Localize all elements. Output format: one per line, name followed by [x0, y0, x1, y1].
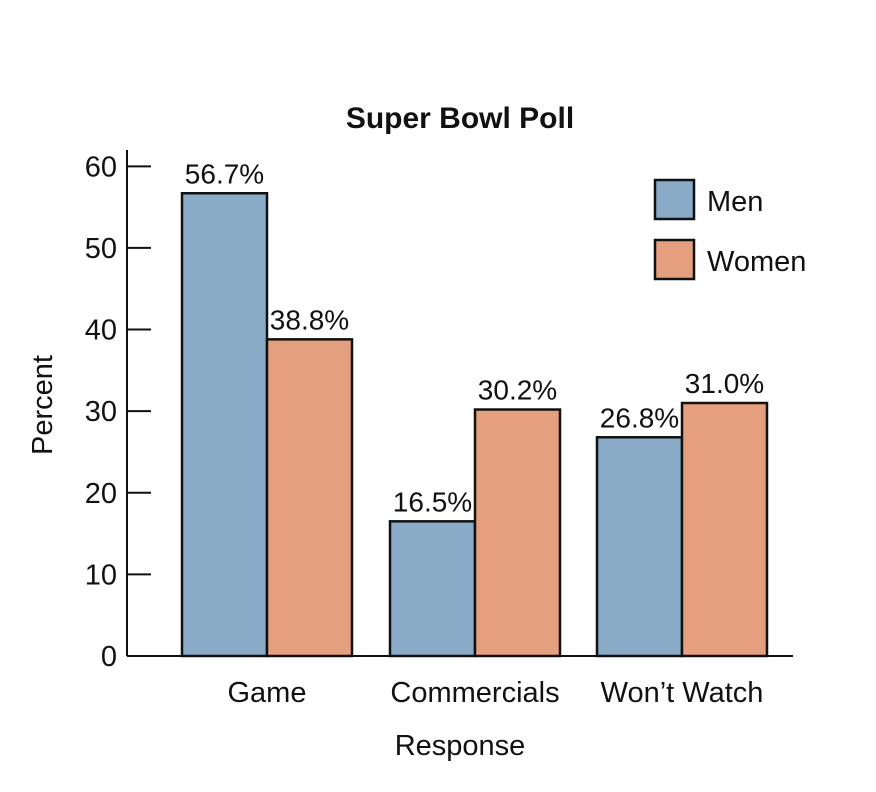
bar-women	[265, 338, 354, 658]
bar-men	[180, 192, 269, 658]
y-tick-label: 60	[85, 151, 117, 183]
legend-label-men: Men	[707, 186, 763, 218]
x-axis-categories: Game Commercials Won’t Watch	[228, 677, 764, 709]
chart-title: Super Bowl Poll	[346, 102, 574, 135]
y-axis-ticks: 0 10 20 30 40 50 60	[85, 151, 151, 673]
y-tick-label: 30	[85, 396, 117, 428]
bar-data-label: 38.8%	[270, 304, 349, 335]
x-axis-label: Response	[395, 730, 526, 762]
bar-data-label: 30.2%	[478, 375, 557, 406]
x-category-label: Won’t Watch	[601, 677, 764, 709]
legend-swatch-men	[653, 178, 696, 221]
y-tick-label: 50	[85, 233, 117, 265]
bar-data-label: 26.8%	[600, 402, 679, 433]
bar-women	[680, 401, 769, 658]
y-tick-label: 40	[85, 315, 117, 347]
legend: Men Women	[653, 178, 806, 281]
bar-men	[595, 436, 684, 658]
y-axis-label: Percent	[27, 355, 59, 455]
bars	[180, 192, 769, 658]
legend-label-women: Women	[707, 246, 806, 278]
x-category-label: Commercials	[390, 677, 559, 709]
legend-swatch-women	[653, 238, 696, 281]
bar-men	[388, 520, 477, 658]
y-tick-label: 20	[85, 478, 117, 510]
y-tick-label: 10	[85, 559, 117, 591]
bar-data-labels: 56.7% 38.8% 16.5% 30.2% 26.8%31.0%	[185, 158, 764, 517]
bar-data-label: 56.7%	[185, 158, 264, 189]
bar-data-label: 31.0%	[685, 368, 764, 399]
bar-data-label: 16.5%	[393, 486, 472, 517]
y-tick-label: 0	[101, 641, 117, 673]
bar-women	[473, 408, 562, 658]
x-category-label: Game	[228, 677, 307, 709]
